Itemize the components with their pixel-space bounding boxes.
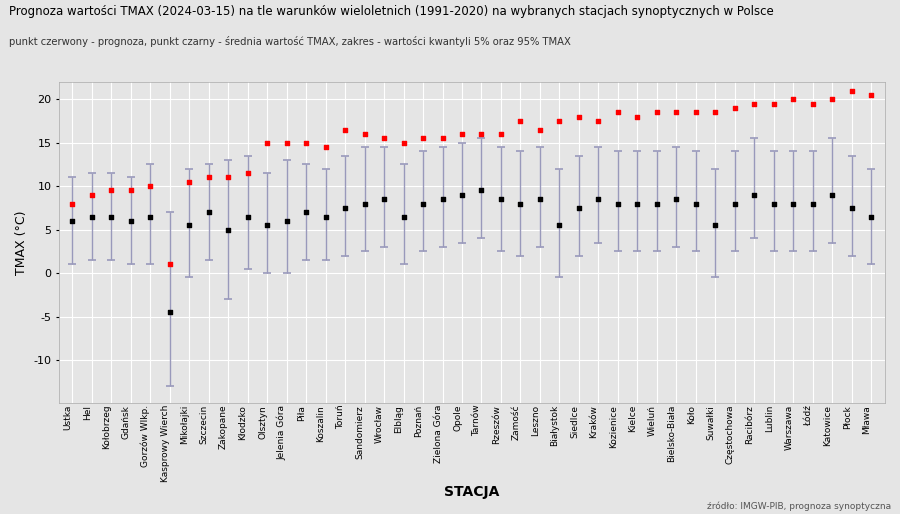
Point xyxy=(591,117,606,125)
Point xyxy=(864,212,878,221)
Point xyxy=(845,204,859,212)
Point xyxy=(806,99,820,107)
Text: źródło: IMGW-PIB, prognoza synoptyczna: źródło: IMGW-PIB, prognoza synoptyczna xyxy=(706,502,891,511)
Point xyxy=(513,199,527,208)
Point xyxy=(572,113,586,121)
Point xyxy=(454,130,469,138)
Point xyxy=(162,260,176,268)
Point xyxy=(553,117,567,125)
Point xyxy=(650,108,664,116)
Point xyxy=(65,199,79,208)
Point xyxy=(650,199,664,208)
Point xyxy=(670,108,684,116)
Point xyxy=(202,208,216,216)
Point xyxy=(591,195,606,203)
Point xyxy=(767,199,781,208)
Point xyxy=(377,195,392,203)
Point xyxy=(728,104,742,112)
Point xyxy=(123,187,138,195)
Point xyxy=(377,134,392,142)
Point xyxy=(611,199,625,208)
Point xyxy=(319,212,333,221)
Point xyxy=(357,199,372,208)
Point xyxy=(474,187,489,195)
Point xyxy=(787,95,801,103)
Point xyxy=(806,199,820,208)
Point xyxy=(396,212,410,221)
Text: Prognoza wartości TMAX (2024-03-15) na tle warunków wieloletnich (1991-2020) na : Prognoza wartości TMAX (2024-03-15) na t… xyxy=(9,5,774,18)
Point xyxy=(202,173,216,181)
Point xyxy=(454,191,469,199)
Point xyxy=(162,308,176,316)
Point xyxy=(416,134,430,142)
Point xyxy=(299,139,313,147)
Point xyxy=(728,199,742,208)
Point xyxy=(85,212,99,221)
Point xyxy=(396,139,410,147)
Point xyxy=(104,212,118,221)
Point xyxy=(220,226,235,234)
Point xyxy=(104,187,118,195)
Point xyxy=(533,195,547,203)
Point xyxy=(123,217,138,225)
Text: punkt czerwony - prognoza, punkt czarny - średnia wartość TMAX, zakres - wartośc: punkt czerwony - prognoza, punkt czarny … xyxy=(9,36,571,47)
Point xyxy=(260,221,274,229)
Point xyxy=(572,204,586,212)
Point xyxy=(436,134,450,142)
Point xyxy=(747,191,761,199)
Point xyxy=(845,86,859,95)
Point xyxy=(240,212,255,221)
Point xyxy=(825,191,840,199)
Point xyxy=(494,130,508,138)
Point xyxy=(182,221,196,229)
Point xyxy=(299,208,313,216)
Point xyxy=(767,99,781,107)
Point xyxy=(260,139,274,147)
Point xyxy=(787,199,801,208)
Point xyxy=(630,199,644,208)
Point xyxy=(533,125,547,134)
Point xyxy=(279,217,293,225)
Y-axis label: TMAX (°C): TMAX (°C) xyxy=(15,210,28,275)
Point xyxy=(688,108,703,116)
X-axis label: STACJA: STACJA xyxy=(444,485,500,499)
Point xyxy=(708,108,723,116)
Point xyxy=(240,169,255,177)
Point xyxy=(864,91,878,99)
Point xyxy=(494,195,508,203)
Point xyxy=(143,212,157,221)
Point xyxy=(85,191,99,199)
Point xyxy=(143,182,157,190)
Point xyxy=(630,113,644,121)
Point xyxy=(319,143,333,151)
Point xyxy=(65,217,79,225)
Point xyxy=(182,178,196,186)
Point xyxy=(338,125,352,134)
Point xyxy=(220,173,235,181)
Point xyxy=(611,108,625,116)
Point xyxy=(436,195,450,203)
Point xyxy=(513,117,527,125)
Point xyxy=(553,221,567,229)
Point xyxy=(474,130,489,138)
Point xyxy=(357,130,372,138)
Point xyxy=(416,199,430,208)
Point xyxy=(688,199,703,208)
Point xyxy=(338,204,352,212)
Point xyxy=(670,195,684,203)
Point xyxy=(279,139,293,147)
Point xyxy=(708,221,723,229)
Point xyxy=(825,95,840,103)
Point xyxy=(747,99,761,107)
